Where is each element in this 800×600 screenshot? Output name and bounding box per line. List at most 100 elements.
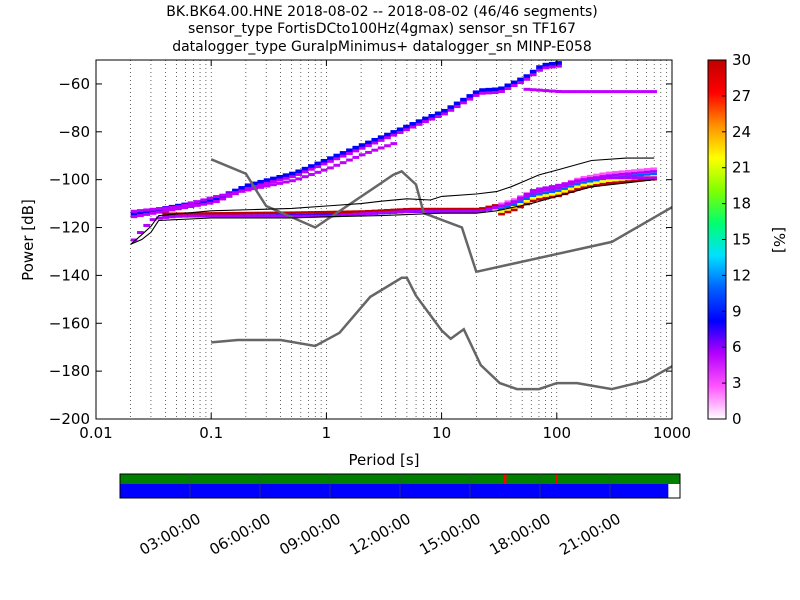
psd-cell (339, 213, 347, 217)
psd-cell (213, 214, 220, 218)
psd-cell (453, 101, 461, 106)
psd-cell (162, 206, 170, 210)
psd-cell (301, 175, 309, 179)
psd-cell (631, 169, 638, 172)
psd-cell (377, 135, 385, 140)
psd-cell (206, 201, 214, 205)
psd-cell (263, 178, 271, 183)
psd-cell (219, 197, 227, 201)
psd-cell (225, 211, 233, 215)
psd-cell (618, 170, 626, 174)
psd-cell (377, 211, 385, 215)
psd-cell (567, 187, 575, 191)
psd-cell (333, 157, 341, 161)
psd-cell (238, 186, 246, 191)
psd-cell (542, 194, 550, 197)
plot-frame (95, 59, 673, 420)
timeline-gap-marker (555, 474, 558, 484)
psd-cell (504, 202, 512, 206)
psd-cell (605, 176, 613, 180)
psd-cell (308, 173, 315, 177)
psd-cell (447, 108, 455, 112)
psd-cell (194, 212, 201, 215)
psd-cell (308, 167, 315, 171)
psd-cell (472, 93, 480, 97)
psd-cell (548, 187, 556, 191)
psd-cell (580, 183, 588, 187)
psd-cell (276, 181, 284, 185)
psd-cell (618, 180, 626, 184)
psd-cell (567, 185, 575, 188)
psd-cell (574, 188, 581, 191)
psd-cell (346, 213, 353, 217)
psd-cell (574, 179, 581, 183)
psd-cell (403, 209, 410, 213)
psd-cell (358, 153, 366, 157)
psd-cell (548, 195, 556, 199)
psd-cell (466, 207, 474, 211)
psd-cell (232, 214, 239, 218)
psd-cell (517, 77, 524, 82)
psd-cell (586, 185, 594, 188)
psd-cell (289, 175, 296, 179)
psd-cell (137, 209, 144, 213)
psd-cell (466, 94, 474, 99)
psd-cell (542, 66, 550, 70)
psd-cell (270, 180, 277, 184)
psd-cell (390, 142, 398, 146)
psd-cell (149, 207, 157, 211)
psd-max-line (130, 157, 655, 245)
psd-cell (168, 215, 176, 219)
psd-cell (580, 181, 588, 184)
y-axis-label: Power [dB] (19, 199, 37, 281)
psd-cell (605, 181, 613, 185)
psd-cell (238, 211, 246, 215)
psd-cell (276, 214, 284, 218)
psd-cell (593, 184, 600, 187)
psd-cell (599, 90, 607, 94)
psd-cell (396, 210, 404, 214)
psd-cell (213, 212, 220, 215)
data-coverage-timeline: 03:00:00 06:00:00 09:00:00 12:00:00 15:00:00… (119, 473, 681, 559)
psd-cell (149, 218, 157, 222)
psd-cell (466, 97, 474, 101)
psd-cell (561, 182, 569, 186)
psd-cell (181, 203, 189, 207)
psd-cell (650, 170, 657, 173)
x-axis-ticks: 0.01 0.1 1 10 100 1000 (79, 60, 691, 442)
psd-cell (529, 191, 537, 195)
noise-model-low (211, 276, 673, 391)
psd-cell (232, 211, 239, 215)
psd-cell (181, 214, 189, 218)
psd-cell (219, 212, 227, 215)
psd-cell (561, 189, 569, 193)
psd-cell (301, 166, 309, 171)
psd-cell (365, 144, 372, 148)
psd-cell (244, 211, 252, 215)
psd-cell (403, 207, 410, 211)
psd-cell (441, 207, 448, 211)
psd-cell (504, 83, 512, 88)
psd-cell (491, 204, 499, 207)
psd-cell (650, 176, 657, 180)
psd-cell (523, 194, 531, 198)
psd-cell (441, 112, 448, 116)
psd-cell (206, 198, 214, 203)
psd-cell (270, 183, 277, 187)
psd-cell (523, 77, 531, 81)
psd-cell (244, 214, 252, 218)
psd-cell (327, 210, 334, 214)
psd-cell (295, 211, 303, 214)
psd-cell (605, 174, 613, 177)
psd-cell (365, 209, 372, 213)
psd-cell (238, 214, 246, 218)
psd-cell (441, 209, 448, 213)
psd-cell (599, 180, 607, 183)
psd-cell (422, 116, 429, 121)
psd-cell (479, 209, 486, 213)
psd-cell (156, 207, 163, 211)
psd-cell (390, 210, 398, 214)
psd-min-line (130, 179, 655, 245)
psd-cell (536, 68, 543, 72)
psd-envelopes (130, 157, 655, 245)
